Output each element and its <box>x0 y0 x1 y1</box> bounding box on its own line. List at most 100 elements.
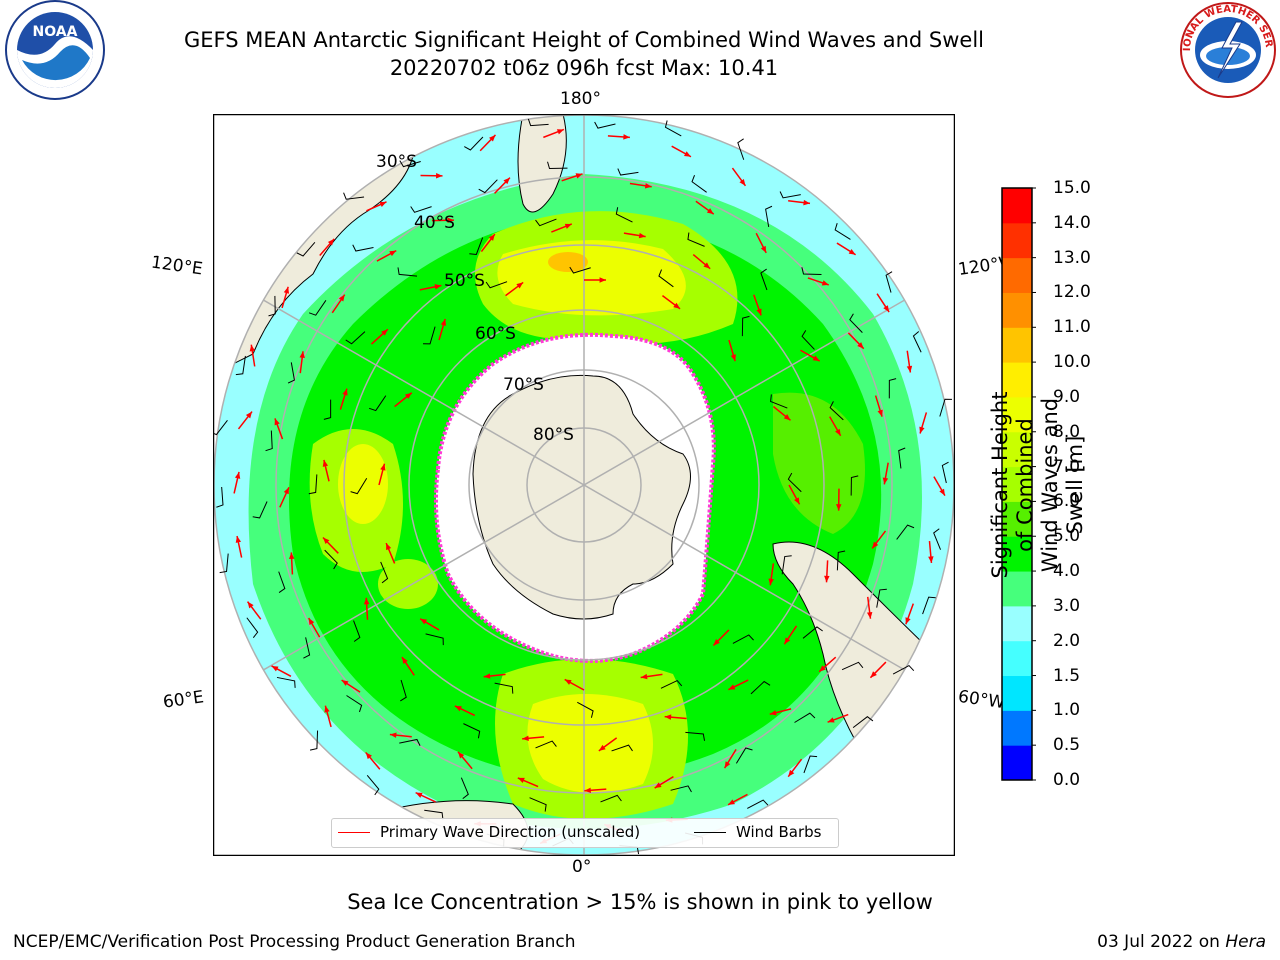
wave-arrow-head <box>447 217 454 224</box>
legend-item-wave: Primary Wave Direction (unscaled) <box>338 823 640 841</box>
wind-barb <box>691 175 707 193</box>
wave-arrow-head <box>623 134 630 140</box>
wind-barb <box>535 740 557 749</box>
wind-barb <box>922 596 936 615</box>
nws-logo: NATIONAL WEATHER SERVICE <box>1178 0 1276 98</box>
wave-arrow-head <box>556 129 564 135</box>
wind-barb <box>278 571 286 593</box>
wave-arrow-head <box>440 318 447 326</box>
colorbar-tick-label: 2.0 <box>1053 630 1081 651</box>
wind-barb <box>527 118 549 127</box>
wind-barb <box>892 664 915 675</box>
wind-barb <box>841 661 864 671</box>
wind-barb <box>834 223 851 240</box>
colorbar-tick-label: 8.0 <box>1053 421 1081 442</box>
colorbar-label: Significant Height of Combined Wind Wave… <box>988 391 1087 579</box>
wave-arrow-head <box>835 428 841 436</box>
colorbar-band <box>1002 292 1032 328</box>
wave-arrow-head <box>857 342 864 349</box>
wind-barb <box>485 281 508 289</box>
wave-arrow-head <box>401 657 408 664</box>
wave-arrow-head <box>683 151 691 157</box>
wind-barb <box>803 755 818 774</box>
wind-barb <box>424 809 444 820</box>
wave-arrow-head <box>654 782 662 789</box>
wind-barb <box>888 378 897 399</box>
wind-barb <box>941 461 949 484</box>
wind-barb <box>397 267 418 277</box>
wind-barb <box>400 679 407 702</box>
wave-arrow-head <box>836 504 842 511</box>
wind-barb <box>350 478 368 495</box>
wind-barb <box>770 394 788 409</box>
colorbar-band <box>1002 396 1032 433</box>
wind-barb <box>346 695 363 713</box>
wind-barb <box>829 401 844 421</box>
wind-barb <box>794 712 816 723</box>
wave-arrow-head <box>436 173 443 179</box>
wind-barb <box>399 738 421 746</box>
wave-arrow-head <box>327 238 335 246</box>
wave-arrow-head <box>939 488 945 496</box>
wave-arrow-head <box>322 459 329 467</box>
wind-barb <box>670 785 692 793</box>
wind-barb <box>303 637 311 659</box>
wave-arrow-head <box>381 329 388 336</box>
wind-barb <box>368 395 387 412</box>
wind-barb <box>219 553 229 574</box>
wave-arrow-head <box>788 769 795 777</box>
wind-barb <box>617 168 639 176</box>
wave-arrow-head <box>919 426 925 434</box>
wave-arrow-head <box>784 637 791 645</box>
wind-barb <box>276 676 296 688</box>
wave-arrow-head <box>728 684 736 690</box>
colorbar-band <box>1002 710 1032 746</box>
wind-barb <box>685 731 706 741</box>
wave-arrow-head <box>283 286 290 294</box>
wind-barb <box>323 399 332 420</box>
wave-arrow-head <box>338 294 345 302</box>
colorbar-band <box>1002 571 1032 607</box>
wave-arrow-head <box>363 597 370 605</box>
polar-map[interactable] <box>213 114 955 856</box>
wave-arrow-head <box>405 392 412 399</box>
lon-label-60w: 60°W <box>956 686 1007 714</box>
wave-arrow-head <box>308 618 315 625</box>
wind-barb <box>366 775 380 796</box>
wind-barb <box>529 797 547 812</box>
wind-barb <box>287 362 295 384</box>
colorbar-band <box>1002 605 1032 642</box>
wave-arrow-head <box>768 578 774 586</box>
colorbar-band <box>1002 466 1032 502</box>
wave-arrow-head <box>803 199 810 206</box>
wind-barb <box>912 331 922 353</box>
colorbar-tick-label: 10.0 <box>1053 352 1091 373</box>
wind-barb <box>779 191 801 199</box>
colorbar-tick-label: 11.0 <box>1053 317 1091 338</box>
wave-arrow-head <box>760 245 767 253</box>
wind-barb <box>876 588 887 608</box>
lat-label-30s: 30°S <box>376 152 417 172</box>
footer-branch: NCEP/EMC/Verification Post Processing Pr… <box>13 932 576 952</box>
wave-arrow-head <box>756 308 762 316</box>
wave-arrow-head <box>713 639 720 646</box>
legend-label-wind: Wind Barbs <box>736 823 822 841</box>
map-legend: Primary Wave Direction (unscaled) Wind B… <box>331 818 839 848</box>
page-subtitle: 20220702 t06z 096h fcst Max: 10.41 <box>389 56 779 80</box>
colorbar-band <box>1002 431 1032 468</box>
legend-swatch-wave <box>338 832 370 833</box>
wind-barb <box>423 326 436 345</box>
wind-barb <box>741 315 750 337</box>
wave-arrow-head <box>827 717 835 723</box>
wind-barb <box>252 501 268 519</box>
lon-label-180: 180° <box>560 89 601 109</box>
colorbar-tick-label: 1.5 <box>1053 665 1081 686</box>
wind-barb <box>594 121 616 129</box>
footer-date: 03 Jul 2022 on Hera <box>1097 932 1266 952</box>
wave-arrow-head <box>389 250 397 257</box>
wave-arrow-head <box>389 732 397 738</box>
wind-barb <box>732 634 754 644</box>
wind-barb <box>660 679 683 689</box>
wave-arrow-head <box>342 388 348 396</box>
wind-barb <box>352 244 374 252</box>
